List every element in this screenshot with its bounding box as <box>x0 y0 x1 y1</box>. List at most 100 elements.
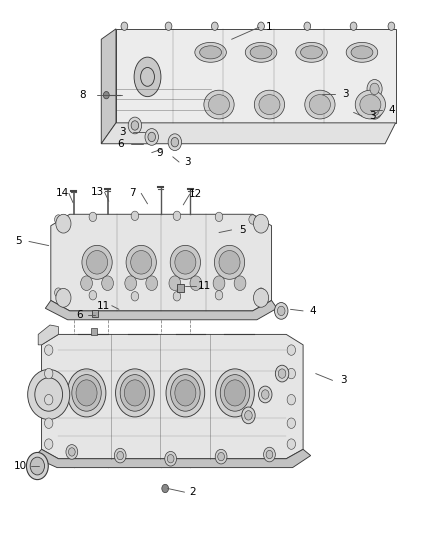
Circle shape <box>287 394 296 405</box>
Circle shape <box>45 418 53 429</box>
Circle shape <box>370 83 379 95</box>
Circle shape <box>89 290 97 300</box>
Text: 6: 6 <box>76 310 83 320</box>
Text: 5: 5 <box>239 225 245 235</box>
Circle shape <box>242 407 255 424</box>
Circle shape <box>245 410 252 420</box>
Ellipse shape <box>195 43 226 62</box>
Polygon shape <box>46 301 277 320</box>
Ellipse shape <box>171 375 200 411</box>
Circle shape <box>168 134 182 150</box>
Polygon shape <box>38 325 58 345</box>
Circle shape <box>258 386 272 403</box>
Circle shape <box>56 214 71 233</box>
Ellipse shape <box>300 46 322 59</box>
Ellipse shape <box>126 245 156 279</box>
Circle shape <box>55 288 62 297</box>
Ellipse shape <box>254 90 285 119</box>
Text: 11: 11 <box>198 281 211 292</box>
FancyBboxPatch shape <box>91 328 97 335</box>
Circle shape <box>117 451 124 460</box>
Circle shape <box>277 306 285 316</box>
Ellipse shape <box>215 369 254 417</box>
Ellipse shape <box>259 95 280 115</box>
Circle shape <box>171 138 179 147</box>
Text: 14: 14 <box>56 188 69 198</box>
Ellipse shape <box>131 251 152 274</box>
Ellipse shape <box>296 43 327 62</box>
Ellipse shape <box>166 369 205 417</box>
Ellipse shape <box>204 90 234 119</box>
Text: 5: 5 <box>15 237 21 246</box>
Ellipse shape <box>67 369 106 417</box>
Circle shape <box>275 303 288 319</box>
Ellipse shape <box>360 95 381 115</box>
Ellipse shape <box>116 369 154 417</box>
Circle shape <box>350 22 357 30</box>
Circle shape <box>45 368 53 379</box>
Circle shape <box>56 288 71 307</box>
Ellipse shape <box>76 380 97 406</box>
Circle shape <box>212 22 218 30</box>
Text: 12: 12 <box>189 189 202 199</box>
Circle shape <box>287 439 296 449</box>
Circle shape <box>173 292 181 301</box>
Ellipse shape <box>170 245 201 279</box>
Circle shape <box>254 214 268 233</box>
Circle shape <box>367 100 382 119</box>
Circle shape <box>287 418 296 429</box>
Circle shape <box>304 22 311 30</box>
Circle shape <box>30 457 45 475</box>
Text: 9: 9 <box>157 148 163 158</box>
Circle shape <box>125 276 137 290</box>
Text: 7: 7 <box>130 188 136 198</box>
Circle shape <box>276 365 289 382</box>
Circle shape <box>215 290 223 300</box>
Circle shape <box>218 453 224 461</box>
Circle shape <box>165 451 177 466</box>
Circle shape <box>131 121 139 130</box>
Circle shape <box>264 447 276 462</box>
Ellipse shape <box>175 251 196 274</box>
Circle shape <box>103 92 109 99</box>
Circle shape <box>257 288 265 297</box>
Circle shape <box>169 276 181 290</box>
Ellipse shape <box>355 90 385 119</box>
Circle shape <box>388 22 395 30</box>
Polygon shape <box>42 334 303 459</box>
Circle shape <box>249 215 256 224</box>
Circle shape <box>234 276 246 290</box>
Ellipse shape <box>214 245 245 279</box>
Circle shape <box>114 448 126 463</box>
Circle shape <box>258 22 265 30</box>
Circle shape <box>45 394 53 405</box>
Ellipse shape <box>120 375 150 411</box>
Circle shape <box>162 484 169 492</box>
Circle shape <box>287 368 296 379</box>
Ellipse shape <box>250 46 272 59</box>
Ellipse shape <box>219 251 240 274</box>
Circle shape <box>89 212 97 222</box>
FancyBboxPatch shape <box>177 284 184 292</box>
Ellipse shape <box>224 380 245 406</box>
Circle shape <box>215 449 227 464</box>
Circle shape <box>26 453 48 480</box>
Text: 4: 4 <box>389 105 396 115</box>
Circle shape <box>370 104 379 116</box>
Ellipse shape <box>208 95 230 115</box>
Circle shape <box>278 369 286 378</box>
Circle shape <box>68 448 75 456</box>
Ellipse shape <box>141 68 155 86</box>
Circle shape <box>121 22 128 30</box>
Circle shape <box>367 79 382 98</box>
Ellipse shape <box>82 245 112 279</box>
Text: 8: 8 <box>79 90 86 100</box>
Text: 13: 13 <box>91 187 105 197</box>
Text: 10: 10 <box>14 461 27 471</box>
Circle shape <box>146 276 158 290</box>
Text: 3: 3 <box>119 127 126 137</box>
Ellipse shape <box>346 43 378 62</box>
Circle shape <box>165 22 172 30</box>
Text: 2: 2 <box>190 487 196 497</box>
Ellipse shape <box>35 378 63 411</box>
